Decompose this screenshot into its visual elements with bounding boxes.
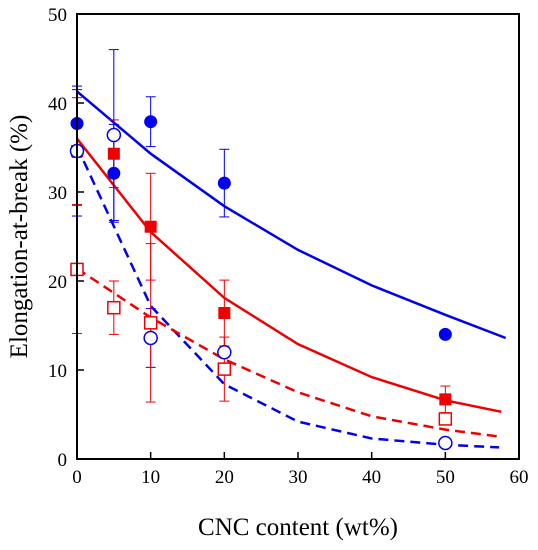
x-tick-label: 30 (289, 467, 308, 488)
data-point-filled-square (439, 393, 452, 406)
x-tick-label: 10 (141, 467, 160, 488)
plot-frame (76, 13, 520, 460)
axis-ticks: 0 10 20 30 40 50 60 0 10 20 30 40 50 (48, 5, 529, 488)
x-axis-label: CNC content (wt%) (198, 514, 398, 541)
data-point-open-square (143, 316, 158, 330)
data-point-open-square (107, 300, 121, 315)
data-point-open-square (438, 412, 453, 426)
data-point-filled-square (218, 307, 231, 320)
fit-curve-dashed (75, 146, 500, 449)
fit-curve-solid (76, 137, 502, 414)
data-point-open-circle (106, 127, 122, 143)
data-point-filled-circle (144, 115, 158, 129)
data-point-filled-circle (107, 166, 121, 180)
data-point-open-circle (143, 330, 158, 346)
y-tick-label: 30 (48, 183, 67, 204)
fit-curve-dashed (76, 267, 502, 439)
y-tick-label: 10 (48, 361, 67, 382)
data-point-filled-square (144, 220, 157, 233)
x-tick-label: 50 (436, 467, 455, 488)
y-tick-label: 40 (48, 94, 67, 115)
x-tick-label: 0 (72, 467, 82, 488)
error-bars (72, 49, 451, 414)
x-tick-label: 20 (215, 467, 234, 488)
y-tick-label: 20 (48, 272, 67, 293)
y-tick-label: 50 (48, 5, 67, 26)
data-point-filled-square (107, 147, 120, 160)
fit-curve-solid (76, 90, 507, 340)
data-point-open-square (217, 362, 232, 376)
data-point-open-circle (217, 344, 232, 360)
data-markers (69, 115, 453, 451)
data-point-filled-circle (438, 327, 452, 341)
y-axis-label: Elongation-at-break (%) (6, 115, 33, 359)
y-tick-label: 0 (58, 450, 68, 471)
data-point-filled-circle (217, 176, 231, 190)
x-tick-label: 60 (510, 467, 529, 488)
x-tick-label: 40 (362, 467, 381, 488)
data-point-open-circle (438, 435, 453, 451)
